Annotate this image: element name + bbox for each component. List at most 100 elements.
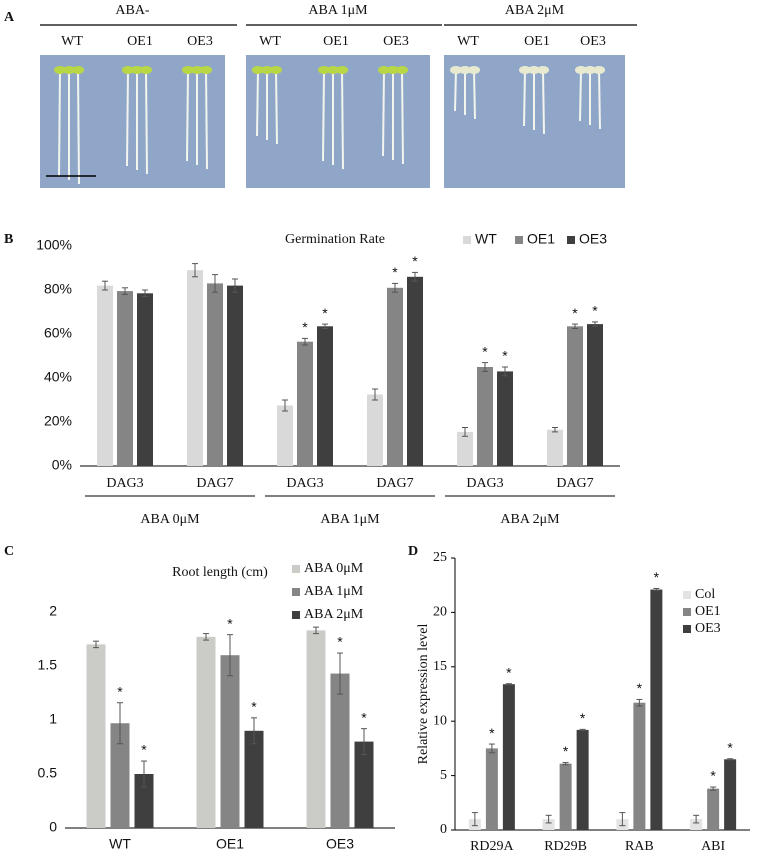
group-label: ABA 0μM <box>140 512 200 527</box>
y-tick-label: 2 <box>49 603 57 619</box>
x-tick-label: OE1 <box>216 836 244 852</box>
error-bar <box>653 587 660 592</box>
error-bar <box>412 271 418 282</box>
significance-mark: * <box>251 699 257 715</box>
significance-mark: * <box>482 343 488 359</box>
significance-mark: * <box>654 569 660 585</box>
bar <box>220 655 240 828</box>
seedling-leaf <box>63 66 75 74</box>
bar <box>387 287 403 466</box>
bar <box>497 371 513 466</box>
error-bar <box>302 337 308 346</box>
x-tick-label: WT <box>109 836 131 852</box>
y-tick-label: 60% <box>44 325 72 341</box>
legend-label: ABA 0μM <box>304 561 364 576</box>
error-bar <box>251 717 257 745</box>
seedling-leaf <box>459 66 471 74</box>
bar <box>317 326 333 466</box>
genotype-label: WT <box>61 34 83 49</box>
significance-mark: * <box>227 615 233 631</box>
legend-label: OE3 <box>579 231 607 247</box>
bar <box>207 283 223 466</box>
bar <box>407 276 423 466</box>
seedling-leaf <box>336 66 348 74</box>
bar <box>86 644 106 828</box>
error-bar <box>232 278 238 293</box>
legend-label: Col <box>695 587 715 602</box>
error-bar <box>282 399 288 412</box>
seedling-root <box>256 69 259 137</box>
legend-label: ABA 2μM <box>304 607 364 622</box>
x-tick-label: ABI <box>701 839 725 854</box>
seedling-root <box>382 69 385 157</box>
seedling-leaf <box>593 66 605 74</box>
error-bar <box>727 758 734 761</box>
x-tick-label: DAG7 <box>376 476 413 491</box>
bar <box>559 763 572 830</box>
significance-mark: * <box>710 768 716 784</box>
genotype-label: OE3 <box>187 34 213 49</box>
error-bar <box>322 323 328 329</box>
seedling-leaf <box>182 66 194 74</box>
bar <box>502 684 515 830</box>
significance-mark: * <box>412 253 418 269</box>
chart-title: Germination Rate <box>285 232 385 247</box>
error-bar <box>545 814 552 824</box>
x-tick-label: DAG3 <box>286 476 323 491</box>
bar <box>297 341 313 466</box>
seedling-leaf <box>396 66 408 74</box>
chart-title: Root length (cm) <box>172 565 268 580</box>
x-tick-label: RD29A <box>470 839 514 854</box>
x-tick-label: DAG3 <box>466 476 503 491</box>
x-tick-label: DAG3 <box>106 476 143 491</box>
genotype-label: WT <box>259 34 281 49</box>
legend-label: WT <box>475 231 497 247</box>
x-tick-label: RAB <box>625 839 654 854</box>
seedling-leaf <box>327 66 339 74</box>
genotype-label: OE1 <box>127 34 153 49</box>
genotype-label: OE1 <box>323 34 349 49</box>
seedling-root <box>598 69 601 130</box>
bar <box>542 819 555 830</box>
seedling-leaf <box>131 66 143 74</box>
legend-label: OE3 <box>695 621 721 636</box>
bar <box>97 285 113 466</box>
seedling-leaf <box>122 66 134 74</box>
seedling-root <box>542 69 545 135</box>
bar <box>650 589 663 830</box>
bar <box>457 431 473 466</box>
seedling-leaf <box>72 66 84 74</box>
legend-swatch <box>567 236 575 244</box>
error-bar <box>142 289 148 298</box>
seedling-root <box>401 69 404 165</box>
condition-label: ABA 1μM <box>308 3 368 18</box>
bar <box>196 636 216 828</box>
seedling-leaf <box>519 66 531 74</box>
seedling-leaf <box>270 66 282 74</box>
seedling-root <box>579 69 582 122</box>
seedling-leaf <box>468 66 480 74</box>
error-bar <box>636 698 643 707</box>
seedling-leaf <box>261 66 273 74</box>
error-bar <box>592 321 598 327</box>
seedling-photo <box>40 55 225 188</box>
y-tick-label: 20% <box>44 413 72 429</box>
error-bar <box>579 728 586 731</box>
significance-mark: * <box>322 305 328 321</box>
legend-swatch <box>683 591 691 599</box>
y-tick-label: 1.5 <box>38 657 58 673</box>
seedling-leaf <box>584 66 596 74</box>
seedling-root <box>77 69 80 185</box>
bar <box>707 788 720 830</box>
seedling-root <box>126 69 129 167</box>
panel-label: C <box>4 544 14 559</box>
seedling-leaf <box>252 66 264 74</box>
seedling-root <box>322 69 325 162</box>
seedling-leaf <box>528 66 540 74</box>
error-bar <box>102 280 108 291</box>
seedling-leaf <box>387 66 399 74</box>
bar <box>367 394 383 466</box>
bar <box>354 741 374 828</box>
y-tick-label: 5 <box>440 768 447 783</box>
error-bar <box>203 633 209 641</box>
